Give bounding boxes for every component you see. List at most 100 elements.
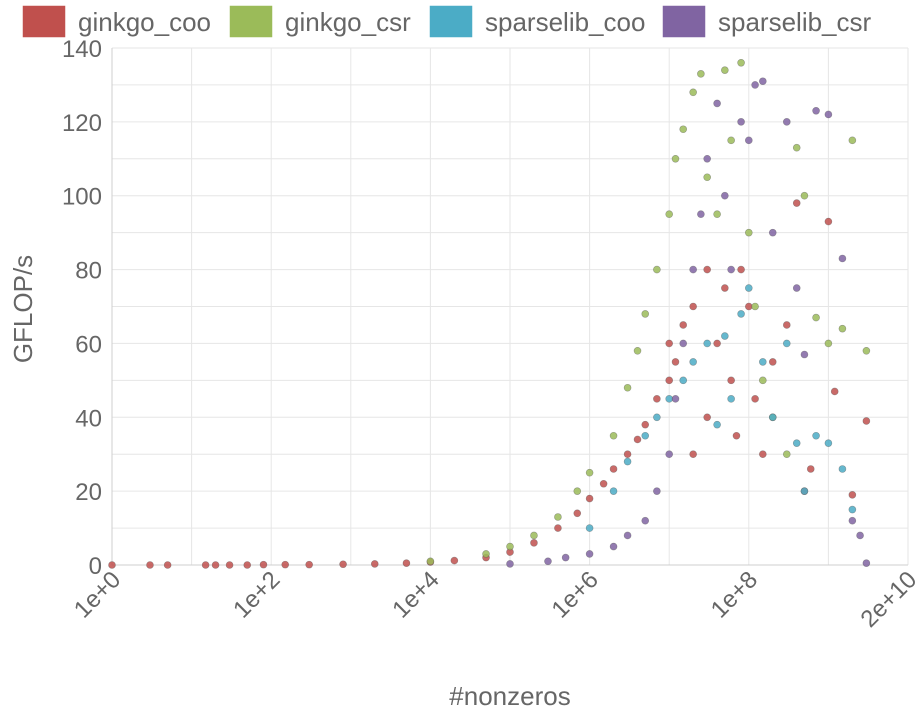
data-point [721,332,729,340]
data-point [751,302,759,311]
data-point [585,524,594,532]
data-point [689,302,697,311]
data-point [830,387,839,396]
legend-label: sparselib_csr [718,7,872,37]
data-point [862,347,871,355]
data-point [848,516,857,525]
data-point [211,561,220,569]
data-point [721,66,729,74]
data-point [768,358,777,366]
data-point [727,376,735,385]
data-point [679,321,688,329]
data-point [259,560,268,569]
data-point [703,265,711,274]
data-point [402,559,411,567]
data-point [609,431,618,440]
y-tick-label: 80 [75,258,102,285]
data-point [721,284,729,292]
x-axis-ticks: 1e+0 1e+2 1e+4 1e+6 1e+8 2e+10 [69,566,920,633]
x-tick-label: 1e+2 [228,566,285,623]
data-point [713,210,721,218]
data-point [838,254,847,263]
data-point [737,58,745,67]
grid [111,47,909,566]
data-point [800,191,809,200]
data-point [506,542,514,551]
series-ginkgo_coo [108,199,871,569]
data-point [665,210,674,218]
data-point [782,450,791,459]
data-point [782,339,791,348]
data-point [641,431,650,440]
data-point [732,431,741,440]
data-point [862,559,871,567]
data-point [848,491,857,499]
data-point [792,284,801,292]
data-point [623,457,632,466]
data-point [146,561,154,569]
data-point [838,324,847,333]
data-point [744,284,753,292]
data-point [812,106,820,115]
data-point [671,358,680,366]
data-point [225,561,234,569]
data-point [573,487,582,495]
legend-item-ginkgo_csr[interactable]: ginkgo_csr [228,4,411,39]
data-point [281,560,290,569]
y-axis-title: GFLOP/s [8,255,38,363]
data-point [713,420,721,429]
data-point [751,81,759,89]
data-point [768,228,777,237]
data-point [824,339,833,348]
data-point [703,413,711,422]
data-point [689,265,697,274]
legend-swatch [661,4,707,39]
x-tick-label: 1e+8 [706,566,763,623]
data-point [703,173,711,182]
legend-item-ginkgo_coo[interactable]: ginkgo_coo [21,4,211,39]
y-tick-label: 120 [62,110,102,137]
legend-label: ginkgo_coo [78,7,211,37]
legend-item-sparselib_coo[interactable]: sparselib_coo [428,4,645,39]
data-point [623,450,632,459]
legend-swatch [21,4,67,39]
data-point [824,217,833,226]
data-point [759,376,767,385]
data-point [792,143,801,152]
data-point [370,560,379,568]
data-point [665,395,674,403]
y-axis-ticks: 0 20 40 60 80 100 120 140 [62,36,102,580]
data-point [530,539,538,547]
data-point [856,531,864,540]
data-point [713,339,721,348]
legend-item-sparselib_csr[interactable]: sparselib_csr [661,4,872,39]
data-point [609,487,618,495]
data-point [653,395,661,403]
data-point [768,413,777,422]
data-point [623,531,632,540]
data-point [782,118,791,126]
data-point [530,531,538,540]
data-point [689,358,697,366]
data-point [744,228,753,237]
data-point [737,310,745,318]
data-point [800,487,809,495]
data-point [697,70,705,78]
data-point [665,376,674,385]
data-point [426,557,435,566]
data-point [641,310,650,318]
data-point [585,550,594,558]
data-point [679,376,688,385]
data-point [665,450,674,459]
data-point [703,339,711,348]
legend-label: sparselib_coo [485,7,645,37]
data-point [653,265,661,274]
x-tick-label: 1e+0 [69,566,126,623]
data-point [201,561,210,569]
data-point [305,560,313,569]
series-sparselib_csr [506,77,871,568]
data-point [623,383,632,392]
data-point [751,395,759,403]
data-point [641,420,650,429]
